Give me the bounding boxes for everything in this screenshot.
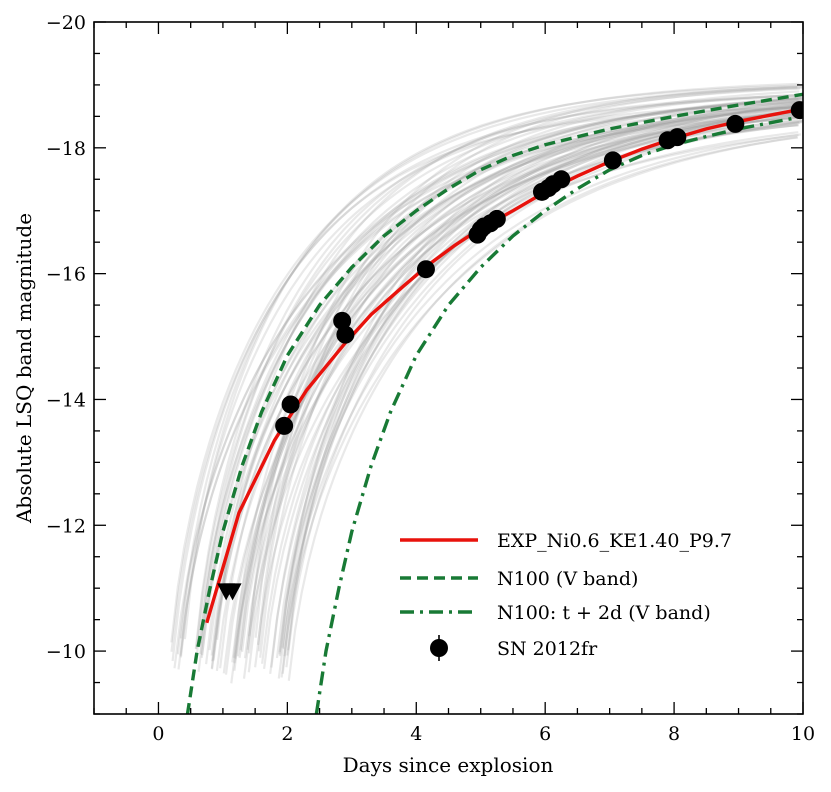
model-grid-curve: [280, 136, 798, 678]
model-grid-curve: [286, 105, 803, 656]
model-grid-curve: [287, 101, 798, 651]
x-axis-label: Days since explosion: [343, 753, 554, 777]
y-tick-label: −12: [46, 515, 86, 537]
x-tick-label: 4: [410, 723, 422, 745]
model-grid-curve: [247, 105, 803, 654]
model-grid-curve: [248, 85, 798, 637]
series-line-dashed: [185, 92, 803, 714]
model-grid-curve: [176, 97, 803, 655]
model-grid-curve: [205, 108, 800, 665]
legend: EXP_Ni0.6_KE1.40_P9.7 N100 (V band) N100: …: [400, 530, 732, 661]
series-line-dashdot: [314, 114, 803, 714]
model-grid-curve: [247, 119, 803, 673]
y-tick-label: −10: [46, 641, 86, 663]
model-grid-curve: [232, 104, 801, 658]
model-grid-curve: [233, 111, 802, 664]
axes: 0 2 4 6 8 10 −10 −12 −14 −16 −18 −20: [46, 12, 815, 745]
x-tick-label: 0: [152, 723, 164, 745]
x-tick-label: 2: [281, 723, 293, 745]
model-grid-curve: [211, 107, 799, 662]
model-grid-curve: [216, 86, 798, 640]
data-point: [416, 260, 435, 279]
legend-label: EXP_Ni0.6_KE1.40_P9.7: [497, 530, 732, 552]
data-point: [487, 209, 506, 228]
model-grid-curve: [198, 90, 800, 647]
model-grid-curve: [259, 105, 802, 658]
model-grid-curves: [170, 82, 803, 684]
model-grid-curve: [256, 93, 800, 646]
legend-label: SN 2012fr: [497, 638, 598, 660]
y-axis-label: Absolute LSQ band magnitude: [12, 213, 36, 524]
model-grid-curve: [201, 99, 802, 656]
y-tick-label: −16: [46, 264, 86, 286]
data-point: [333, 311, 352, 330]
y-tick-label: −14: [46, 389, 86, 411]
data-point: [552, 170, 571, 189]
data-point: [726, 114, 745, 133]
model-grid-curve: [173, 111, 800, 669]
y-tick-label: −18: [46, 138, 86, 160]
data-point: [336, 325, 355, 344]
model-grid-curve: [275, 110, 800, 659]
x-tick-label: 6: [539, 723, 551, 745]
model-grid-curve: [210, 102, 799, 656]
model-grid-curve: [263, 121, 800, 670]
model-grid-curve: [210, 114, 799, 670]
model-grid-curve: [231, 111, 800, 663]
model-grid-curve: [257, 100, 801, 652]
model-grid-curve: [287, 136, 799, 681]
legend-marker: [430, 639, 448, 657]
model-grid-curve: [215, 118, 803, 672]
model-grid-curve: [179, 82, 800, 639]
model-grid-curve: [254, 120, 803, 668]
model-grid-curve: [170, 95, 803, 652]
model-grid-curve: [210, 115, 799, 669]
series-layer: [185, 92, 803, 714]
model-grid-curve: [277, 133, 802, 679]
data-point: [790, 101, 803, 120]
legend-label: N100: t + 2d (V band): [497, 602, 711, 624]
model-grid-curve: [196, 97, 803, 654]
model-grid-curve: [200, 105, 802, 659]
x-tick-label: 10: [791, 723, 815, 745]
model-grid-curve: [179, 102, 800, 658]
model-grid-curve: [171, 106, 798, 662]
model-grid-curve: [243, 110, 800, 659]
model-grid-curve: [183, 84, 803, 640]
data-point: [603, 151, 622, 170]
model-grid-curve: [199, 98, 800, 655]
model-grid-curve: [208, 99, 803, 651]
model-grid-curve: [233, 117, 802, 671]
model-grid-curve: [224, 121, 800, 675]
model-grid-curve: [195, 93, 803, 650]
data-point: [281, 395, 300, 414]
model-grid-curve: [194, 94, 802, 649]
x-tick-label: 8: [668, 723, 680, 745]
model-grid-curve: [219, 113, 801, 669]
data-point: [275, 416, 294, 435]
upper-limit-marker: [223, 583, 242, 601]
model-grid-curve: [282, 102, 800, 650]
model-grid-curve: [254, 86, 803, 638]
model-grid-curve: [278, 105, 803, 657]
model-grid-curve: [236, 104, 799, 657]
y-tick-label: −20: [46, 12, 86, 34]
model-grid-curve: [212, 109, 801, 661]
legend-label: N100 (V band): [497, 568, 638, 590]
model-grid-curve: [197, 116, 799, 672]
model-grid-curve: [199, 87, 800, 643]
data-point: [668, 128, 687, 147]
model-grid-curve: [234, 105, 803, 659]
model-grid-curve: [170, 85, 803, 643]
model-grid-curve: [281, 97, 799, 648]
